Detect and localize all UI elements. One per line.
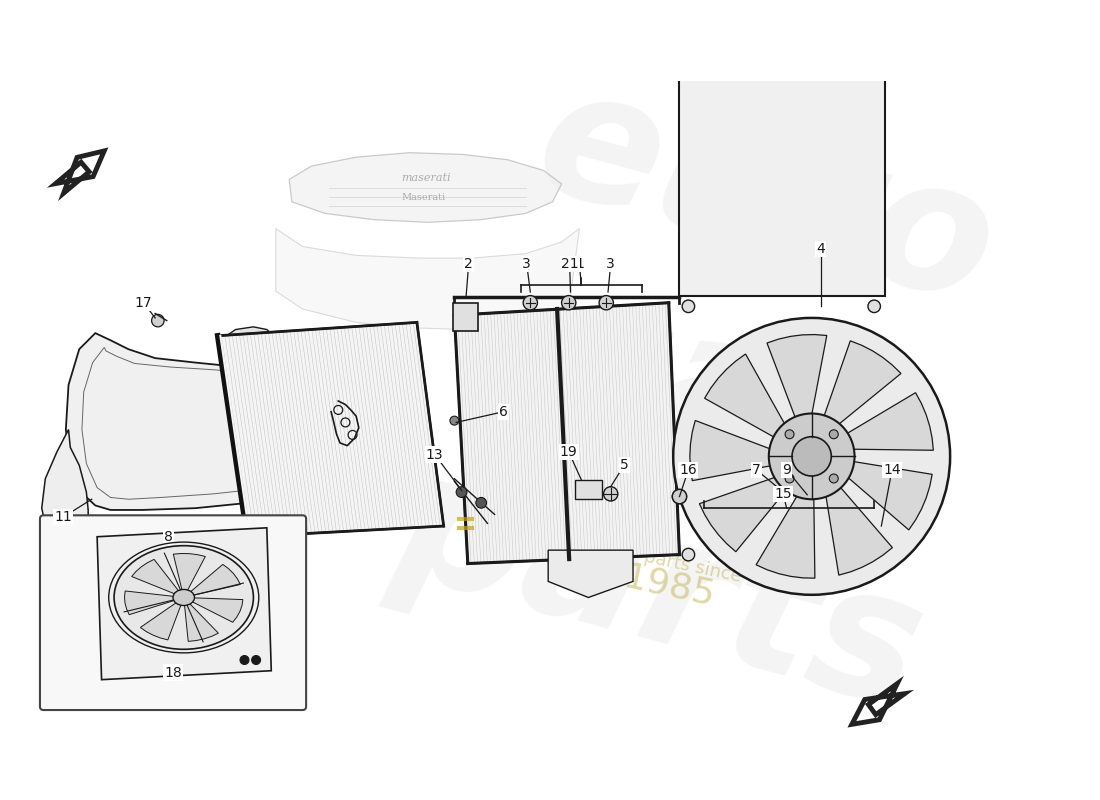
Circle shape xyxy=(785,474,794,483)
Text: maserati: maserati xyxy=(402,173,451,182)
Bar xyxy=(870,485,883,501)
Circle shape xyxy=(562,295,576,310)
Circle shape xyxy=(769,414,855,499)
Circle shape xyxy=(785,430,794,438)
Polygon shape xyxy=(185,604,219,642)
Polygon shape xyxy=(141,603,180,640)
Polygon shape xyxy=(690,421,788,481)
Bar xyxy=(452,302,477,331)
Text: 15: 15 xyxy=(774,487,792,501)
Text: a passion for parts since: a passion for parts since xyxy=(522,523,743,586)
Polygon shape xyxy=(767,334,827,434)
Circle shape xyxy=(600,295,614,310)
Text: euro
car
parts: euro car parts xyxy=(381,43,1046,745)
Polygon shape xyxy=(835,459,932,530)
Text: 1985: 1985 xyxy=(620,560,717,612)
Ellipse shape xyxy=(173,590,195,606)
Polygon shape xyxy=(192,598,243,622)
Bar xyxy=(575,479,602,499)
Polygon shape xyxy=(42,430,88,559)
Circle shape xyxy=(450,416,459,425)
Polygon shape xyxy=(756,481,815,578)
Text: 16: 16 xyxy=(680,462,697,477)
Polygon shape xyxy=(700,471,798,552)
Polygon shape xyxy=(833,393,933,450)
Text: 5: 5 xyxy=(619,458,628,472)
Circle shape xyxy=(829,430,838,438)
Polygon shape xyxy=(66,333,348,510)
Circle shape xyxy=(868,300,880,313)
Polygon shape xyxy=(823,474,892,575)
Polygon shape xyxy=(272,336,320,366)
Polygon shape xyxy=(124,591,174,614)
Text: Maserati: Maserati xyxy=(402,193,446,202)
Polygon shape xyxy=(97,528,272,680)
Text: 14: 14 xyxy=(883,462,901,477)
Text: 6: 6 xyxy=(499,405,508,418)
Circle shape xyxy=(456,486,466,498)
Polygon shape xyxy=(818,341,901,435)
Text: 11: 11 xyxy=(54,510,72,524)
Bar xyxy=(680,28,884,295)
Polygon shape xyxy=(851,683,904,724)
Circle shape xyxy=(868,548,880,561)
Polygon shape xyxy=(705,354,793,446)
Text: 19: 19 xyxy=(560,445,578,459)
Circle shape xyxy=(829,474,838,483)
Circle shape xyxy=(672,490,686,504)
Text: 7: 7 xyxy=(752,462,761,477)
Bar xyxy=(870,342,883,358)
Bar xyxy=(870,414,883,430)
Ellipse shape xyxy=(114,546,253,650)
Circle shape xyxy=(792,437,832,476)
Circle shape xyxy=(252,655,261,665)
Polygon shape xyxy=(454,302,680,563)
Text: 13: 13 xyxy=(426,447,443,462)
Polygon shape xyxy=(548,550,632,598)
Text: 4: 4 xyxy=(816,242,825,256)
Text: 8: 8 xyxy=(164,530,173,544)
Polygon shape xyxy=(227,327,274,356)
Circle shape xyxy=(524,295,538,310)
Text: 1: 1 xyxy=(575,258,584,271)
Text: 17: 17 xyxy=(134,296,153,310)
Text: 3: 3 xyxy=(606,258,615,271)
Circle shape xyxy=(672,490,686,504)
Circle shape xyxy=(604,486,618,501)
Circle shape xyxy=(152,314,164,327)
Polygon shape xyxy=(218,322,443,537)
Polygon shape xyxy=(289,153,562,222)
Circle shape xyxy=(682,300,695,313)
Text: 2: 2 xyxy=(464,258,473,271)
Circle shape xyxy=(673,318,950,595)
Polygon shape xyxy=(132,559,178,594)
Polygon shape xyxy=(276,229,580,330)
Polygon shape xyxy=(190,565,240,595)
Text: 21: 21 xyxy=(561,258,579,271)
Text: 18: 18 xyxy=(164,666,182,679)
Polygon shape xyxy=(56,151,104,193)
Circle shape xyxy=(476,498,486,508)
Text: 9: 9 xyxy=(782,462,791,477)
Circle shape xyxy=(682,548,695,561)
Circle shape xyxy=(240,655,249,665)
Text: 3: 3 xyxy=(522,258,531,271)
Polygon shape xyxy=(174,554,206,590)
FancyBboxPatch shape xyxy=(40,515,306,710)
